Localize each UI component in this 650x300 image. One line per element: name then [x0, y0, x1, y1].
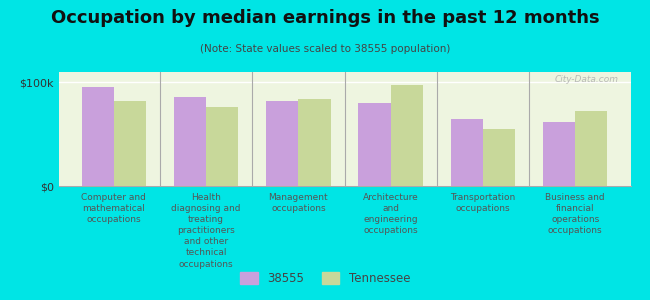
Bar: [81, 86, 114, 186]
Bar: [266, 101, 298, 186]
Text: City-Data.com: City-Data.com: [555, 75, 619, 84]
Bar: [298, 99, 331, 186]
Bar: [575, 111, 608, 186]
Text: Occupation by median earnings in the past 12 months: Occupation by median earnings in the pas…: [51, 9, 599, 27]
Bar: [483, 129, 515, 186]
Bar: [543, 122, 575, 186]
Bar: [174, 97, 206, 186]
Bar: [450, 118, 483, 186]
Bar: [391, 85, 423, 186]
Legend: 38555, Tennessee: 38555, Tennessee: [234, 266, 416, 291]
Text: (Note: State values scaled to 38555 population): (Note: State values scaled to 38555 popu…: [200, 44, 450, 53]
Bar: [206, 107, 239, 186]
Bar: [114, 101, 146, 186]
Bar: [358, 103, 391, 186]
